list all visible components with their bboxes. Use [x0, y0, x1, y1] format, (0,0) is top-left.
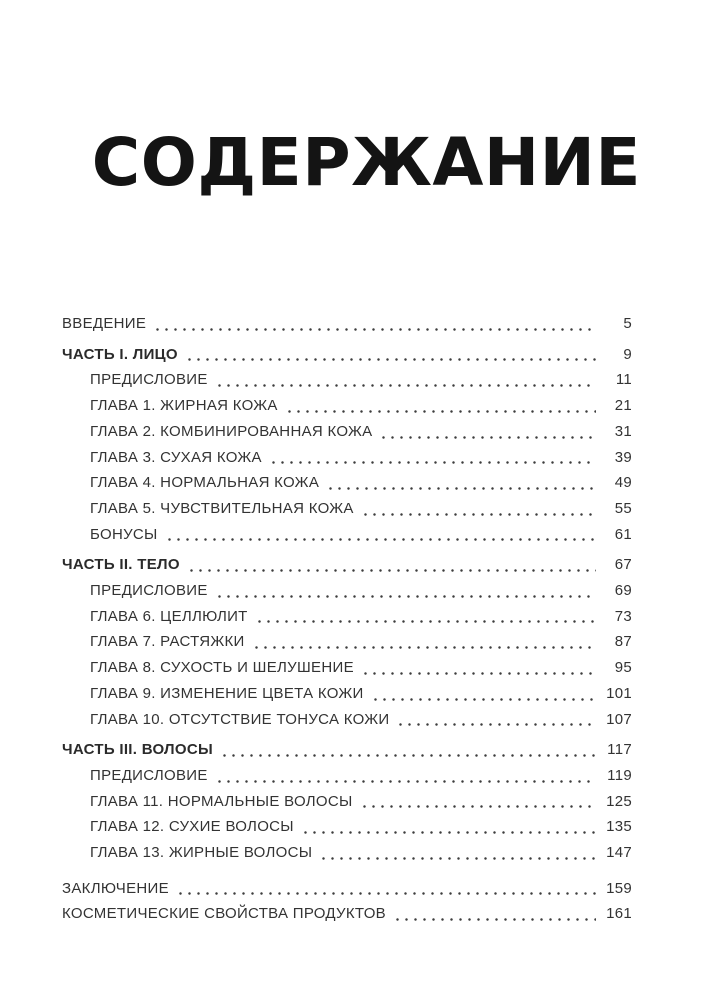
- toc-entry: ПРЕДИСЛОВИЕ 69: [62, 578, 632, 604]
- toc-entry-label: ГЛАВА 7. РАСТЯЖКИ: [90, 633, 245, 651]
- toc-entry-label: ГЛАВА 6. ЦЕЛЛЮЛИТ: [90, 607, 248, 625]
- toc-entry-label: ГЛАВА 5. ЧУВСТВИТЕЛЬНАЯ КОЖА: [90, 499, 354, 517]
- toc-entry-page: 161: [606, 905, 632, 923]
- toc-entry-label: КОСМЕТИЧЕСКИЕ СВОЙСТВА ПРОДУКТОВ: [62, 905, 386, 923]
- toc-entry-page: 9: [623, 345, 632, 363]
- toc-entry-page: 61: [614, 525, 632, 543]
- toc-entry-label: ГЛАВА 11. НОРМАЛЬНЫЕ ВОЛОСЫ: [90, 792, 353, 810]
- toc-entry: ЧАСТЬ I. ЛИЦО 9: [62, 342, 632, 368]
- toc-entry-label: ГЛАВА 2. КОМБИНИРОВАННАЯ КОЖА: [90, 422, 373, 440]
- toc-entry: ГЛАВА 8. СУХОСТЬ И ШЕЛУШЕНИЕ 95: [62, 655, 632, 681]
- page-title: СОДЕРЖАНИЕ: [91, 124, 641, 201]
- dot-leader: [392, 918, 596, 922]
- toc-entry-label: ГЛАВА 8. СУХОСТЬ И ШЕЛУШЕНИЕ: [90, 659, 354, 677]
- dot-leader: [300, 831, 596, 835]
- toc-entry: БОНУСЫ 61: [62, 522, 632, 548]
- toc-entry: ВВЕДЕНИЕ 5: [62, 311, 632, 337]
- dot-leader: [186, 569, 596, 573]
- toc-entry: ГЛАВА 4. НОРМАЛЬНАЯ КОЖА 49: [62, 470, 632, 496]
- toc-entry-page: 147: [606, 844, 632, 862]
- toc-entry: ГЛАВА 7. РАСТЯЖКИ 87: [62, 629, 632, 655]
- toc-entry-page: 67: [614, 556, 632, 574]
- toc-entry-page: 49: [614, 474, 632, 492]
- dot-leader: [284, 409, 596, 413]
- toc-list: ВВЕДЕНИЕ 5 ЧАСТЬ I. ЛИЦО 9 ПРЕДИСЛОВИЕ 1…: [62, 311, 632, 927]
- toc-entry-label: БОНУСЫ: [90, 525, 158, 543]
- dot-leader: [370, 697, 596, 701]
- toc-entry: ГЛАВА 6. ЦЕЛЛЮЛИТ 73: [62, 604, 632, 630]
- dot-leader: [214, 384, 596, 388]
- toc-entry: ГЛАВА 12. СУХИЕ ВОЛОСЫ 135: [62, 814, 632, 840]
- toc-entry-page: 5: [623, 315, 632, 332]
- toc-entry-label: ВВЕДЕНИЕ: [62, 315, 147, 332]
- toc-entry-label: ГЛАВА 1. ЖИРНАЯ КОЖА: [90, 397, 278, 415]
- toc-entry-page: 69: [614, 582, 632, 600]
- toc-entry: ПРЕДИСЛОВИЕ 119: [62, 763, 632, 789]
- dot-leader: [359, 805, 596, 809]
- toc-entry-page: 119: [607, 766, 632, 784]
- toc-entry-page: 55: [614, 499, 632, 517]
- toc-entry-page: 101: [606, 684, 632, 702]
- toc-entry-page: 135: [606, 818, 632, 836]
- dot-leader: [214, 779, 596, 783]
- toc-entry-page: 87: [614, 633, 632, 651]
- toc-entry: КОСМЕТИЧЕСКИЕ СВОЙСТВА ПРОДУКТОВ 161: [62, 901, 632, 927]
- dot-leader: [254, 620, 596, 624]
- toc-entry: ГЛАВА 11. НОРМАЛЬНЫЕ ВОЛОСЫ 125: [62, 789, 632, 815]
- dot-leader: [326, 486, 596, 490]
- dot-leader: [184, 358, 596, 362]
- dot-leader: [360, 671, 596, 675]
- toc-entry-page: 73: [614, 607, 632, 625]
- toc-entry: ГЛАВА 9. ИЗМЕНЕНИЕ ЦВЕТА КОЖИ 101: [62, 681, 632, 707]
- dot-leader: [319, 856, 596, 860]
- toc-entry-page: 125: [606, 792, 632, 810]
- toc-entry-label: ПРЕДИСЛОВИЕ: [90, 371, 208, 389]
- toc-entry-label: ГЛАВА 3. СУХАЯ КОЖА: [90, 448, 262, 466]
- toc-entry-label: ГЛАВА 10. ОТСУТСТВИЕ ТОНУСА КОЖИ: [90, 710, 390, 728]
- dot-leader: [164, 538, 596, 542]
- dot-leader: [175, 892, 596, 896]
- toc-entry: ЧАСТЬ II. ТЕЛО 67: [62, 552, 632, 578]
- toc-entry-page: 95: [614, 659, 632, 677]
- toc-entry: ЗАКЛЮЧЕНИЕ 159: [62, 876, 632, 902]
- toc-entry-page: 39: [614, 448, 632, 466]
- toc-entry-label: ЧАСТЬ II. ТЕЛО: [62, 556, 180, 574]
- toc-entry-label: ЧАСТЬ I. ЛИЦО: [62, 345, 178, 363]
- dot-leader: [268, 461, 596, 465]
- dot-leader: [251, 646, 596, 650]
- toc-entry-label: ГЛАВА 9. ИЗМЕНЕНИЕ ЦВЕТА КОЖИ: [90, 684, 364, 702]
- toc-entry: ГЛАВА 10. ОТСУТСТВИЕ ТОНУСА КОЖИ 107: [62, 707, 632, 733]
- toc-entry-label: ЧАСТЬ III. ВОЛОСЫ: [62, 741, 213, 759]
- toc-entry-page: 21: [614, 397, 632, 415]
- dot-leader: [214, 594, 596, 598]
- toc-entry: ГЛАВА 5. ЧУВСТВИТЕЛЬНАЯ КОЖА 55: [62, 496, 632, 522]
- dot-leader: [379, 435, 596, 439]
- toc-entry: ПРЕДИСЛОВИЕ 11: [62, 367, 632, 393]
- toc-entry-page: 11: [615, 371, 632, 389]
- toc-entry: ЧАСТЬ III. ВОЛОСЫ 117: [62, 737, 632, 763]
- toc-entry: ГЛАВА 13. ЖИРНЫЕ ВОЛОСЫ 147: [62, 840, 632, 866]
- toc-entry-label: ГЛАВА 13. ЖИРНЫЕ ВОЛОСЫ: [90, 844, 313, 862]
- toc-entry-label: ГЛАВА 4. НОРМАЛЬНАЯ КОЖА: [90, 474, 320, 492]
- toc-entry: ГЛАВА 3. СУХАЯ КОЖА 39: [62, 445, 632, 471]
- dot-leader: [219, 753, 596, 757]
- toc-entry-label: ПРЕДИСЛОВИЕ: [90, 766, 208, 784]
- toc-entry: ГЛАВА 1. ЖИРНАЯ КОЖА 21: [62, 393, 632, 419]
- toc-entry-page: 31: [614, 422, 632, 440]
- toc-entry-page: 117: [607, 741, 632, 759]
- toc-entry: ГЛАВА 2. КОМБИНИРОВАННАЯ КОЖА 31: [62, 419, 632, 445]
- toc-entry-label: ПРЕДИСЛОВИЕ: [90, 582, 208, 600]
- toc-entry-page: 107: [606, 710, 632, 728]
- toc-entry-label: ЗАКЛЮЧЕНИЕ: [62, 879, 169, 897]
- dot-leader: [153, 327, 596, 331]
- dot-leader: [360, 512, 596, 516]
- toc-entry-label: ГЛАВА 12. СУХИЕ ВОЛОСЫ: [90, 818, 294, 836]
- toc-entry-page: 159: [606, 879, 632, 897]
- dot-leader: [396, 723, 596, 727]
